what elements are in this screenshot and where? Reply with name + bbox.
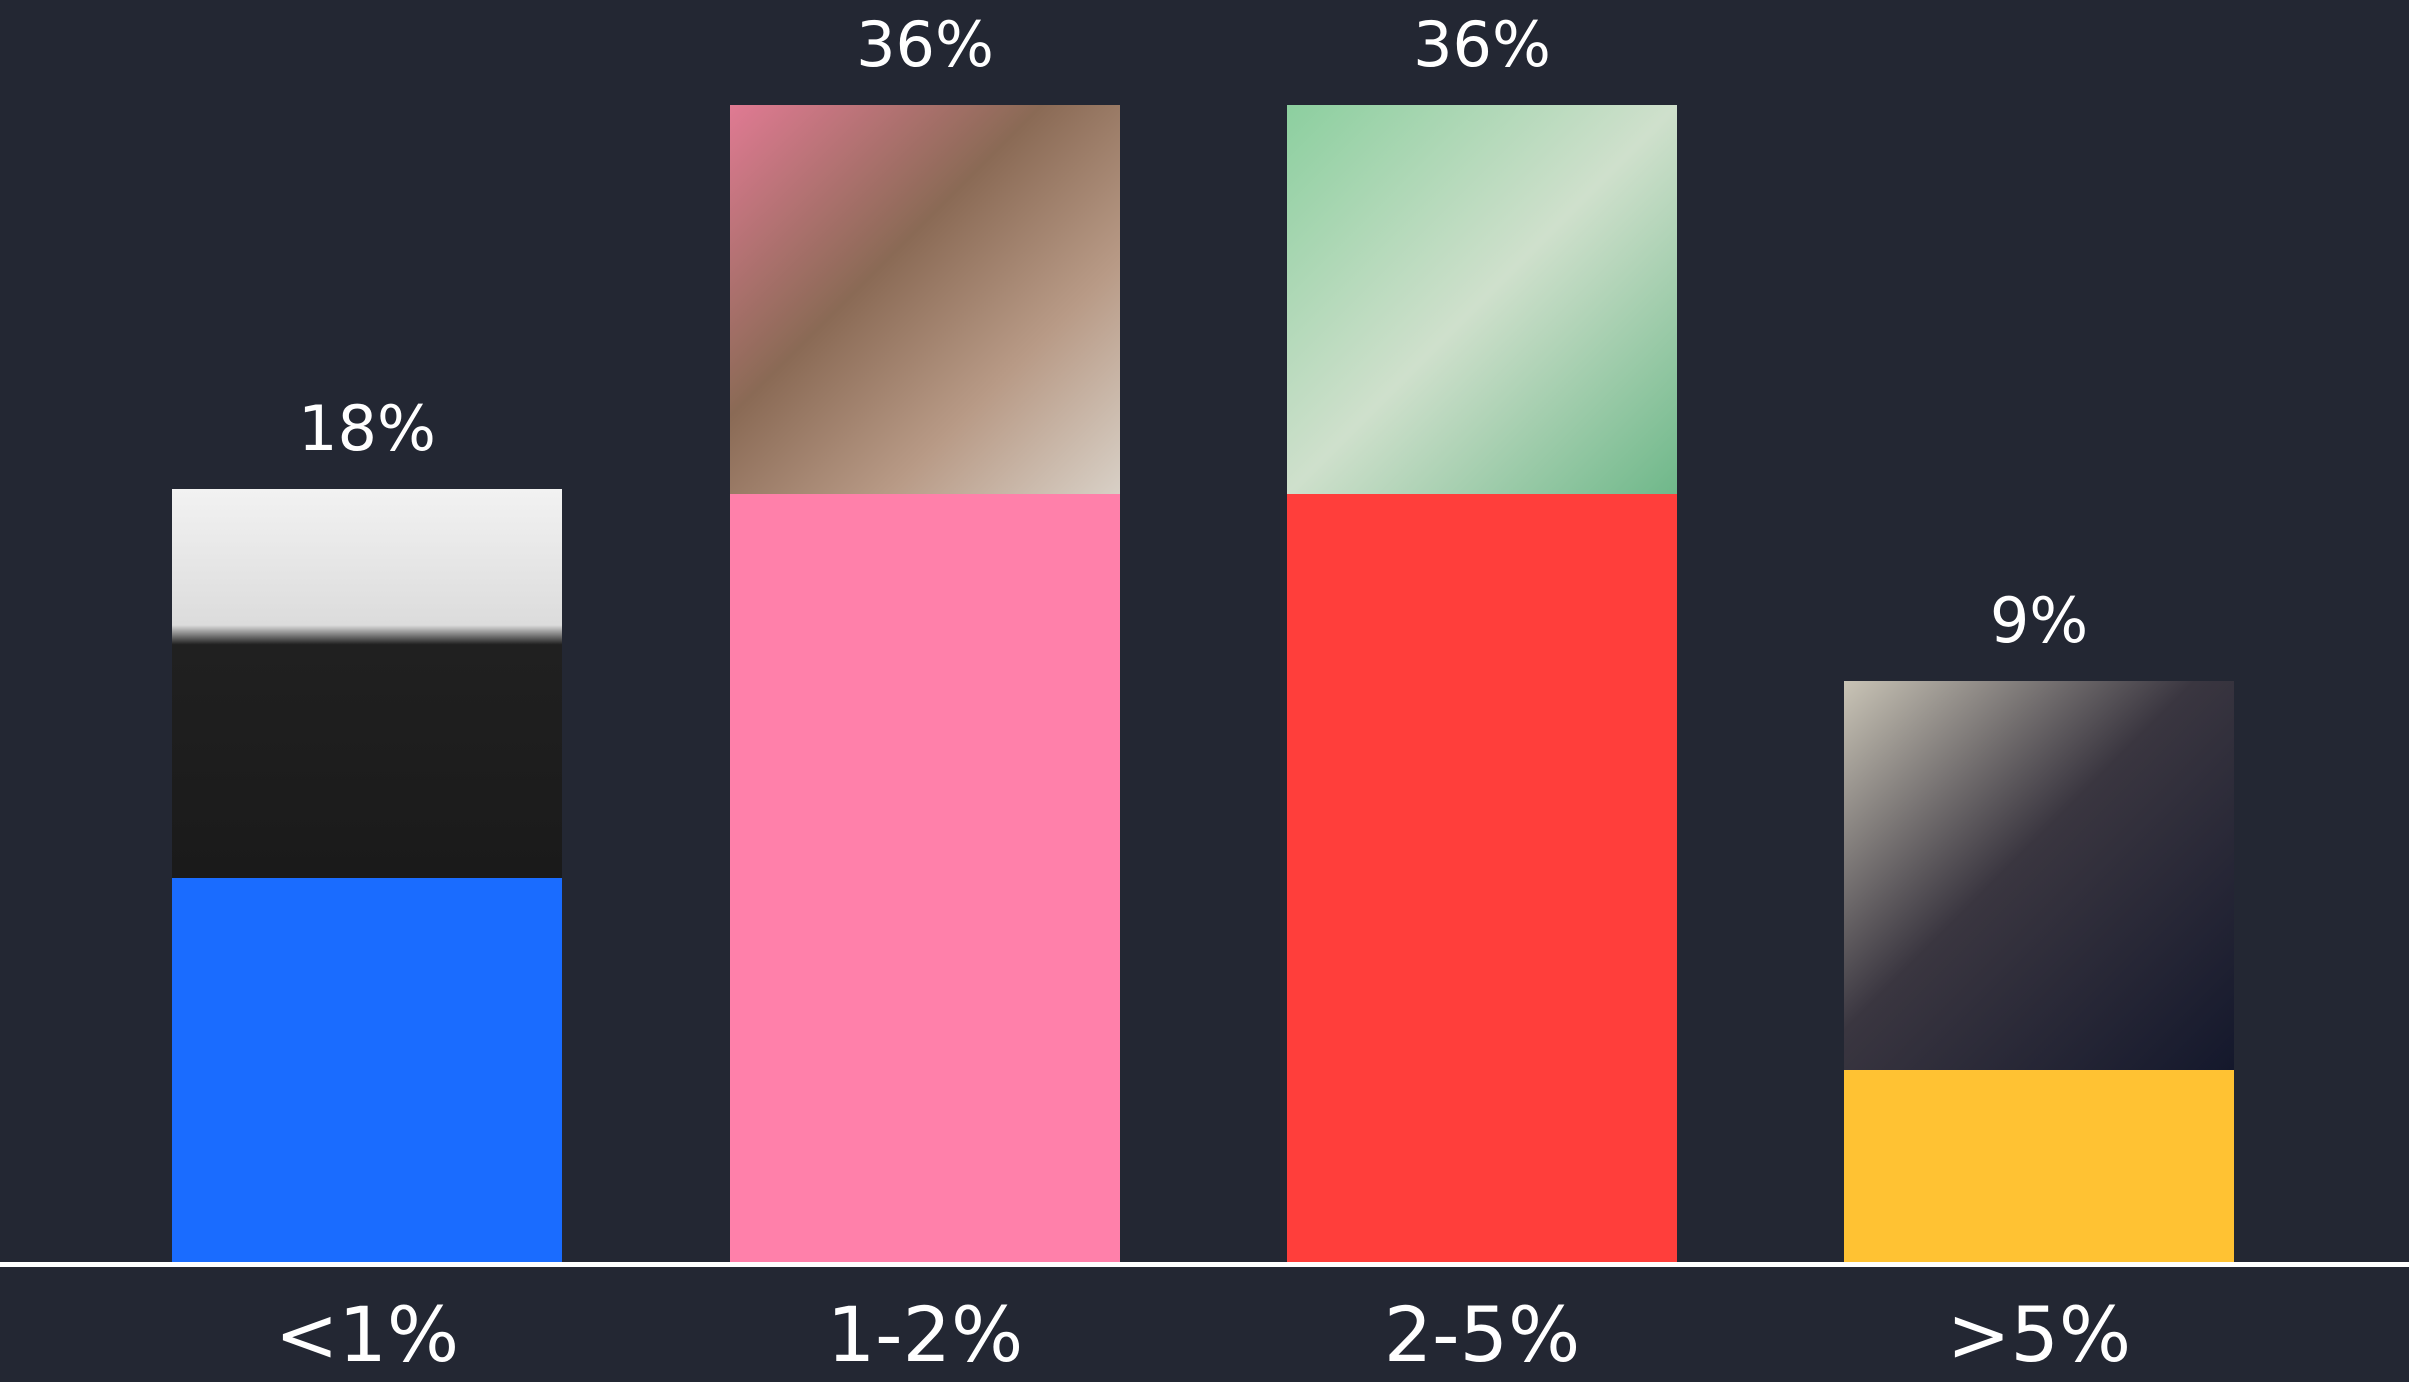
bar bbox=[1844, 1070, 2234, 1262]
value-label: 18% bbox=[298, 392, 436, 465]
photo bbox=[172, 489, 562, 878]
value-label: 36% bbox=[856, 8, 994, 81]
photo bbox=[730, 105, 1120, 494]
x-tick-label: 1-2% bbox=[827, 1290, 1023, 1379]
x-tick-label: 2-5% bbox=[1384, 1290, 1580, 1379]
bar bbox=[1287, 494, 1677, 1262]
baseline bbox=[0, 1262, 2409, 1267]
photo bbox=[1287, 105, 1677, 494]
value-label: 9% bbox=[1990, 584, 2088, 657]
bar bbox=[730, 494, 1120, 1262]
chart: 18% <1% 36% 1-2% 36% 2-5% 9% >5% bbox=[0, 0, 2409, 1382]
bar bbox=[172, 878, 562, 1262]
x-tick-label: >5% bbox=[1947, 1290, 2131, 1379]
value-label: 36% bbox=[1413, 8, 1551, 81]
x-tick-label: <1% bbox=[275, 1290, 459, 1379]
photo bbox=[1844, 681, 2234, 1070]
